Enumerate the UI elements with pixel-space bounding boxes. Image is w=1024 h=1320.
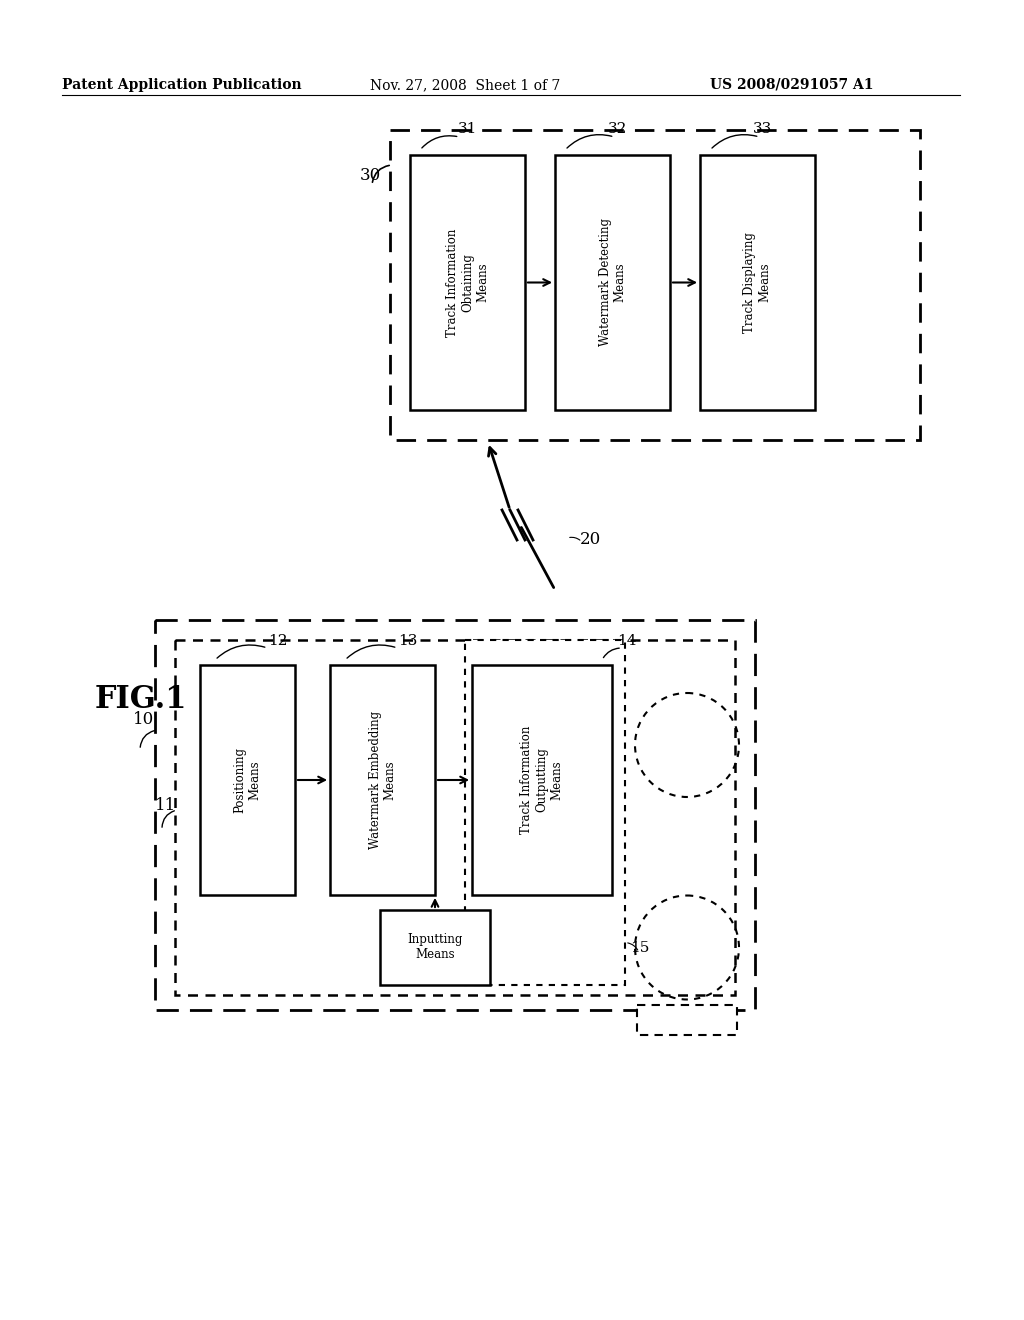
Text: 11: 11 <box>155 796 176 813</box>
Text: 33: 33 <box>753 121 772 136</box>
Text: 32: 32 <box>608 121 627 136</box>
Bar <box>155 620 755 1010</box>
Bar <box>555 154 670 411</box>
Text: FIG.1: FIG.1 <box>95 685 187 715</box>
Bar <box>410 154 525 411</box>
Text: Track Displaying
Means: Track Displaying Means <box>743 232 771 333</box>
Text: 20: 20 <box>580 532 601 549</box>
Text: Positioning
Means: Positioning Means <box>233 747 261 813</box>
Bar <box>380 909 490 985</box>
Text: US 2008/0291057 A1: US 2008/0291057 A1 <box>710 78 873 92</box>
Text: Track Information
Outputting
Means: Track Information Outputting Means <box>520 726 563 834</box>
Text: 15: 15 <box>630 940 649 954</box>
Text: Nov. 27, 2008  Sheet 1 of 7: Nov. 27, 2008 Sheet 1 of 7 <box>370 78 560 92</box>
Bar <box>175 640 735 995</box>
Text: Track Information
Obtaining
Means: Track Information Obtaining Means <box>446 228 489 337</box>
Bar <box>200 665 295 895</box>
Text: 30: 30 <box>360 166 381 183</box>
Bar <box>700 154 815 411</box>
Text: 12: 12 <box>267 634 288 648</box>
Bar <box>472 665 612 895</box>
Text: 10: 10 <box>133 711 155 729</box>
Bar <box>637 1005 737 1035</box>
Bar <box>465 640 625 985</box>
Text: Inputting
Means: Inputting Means <box>408 933 463 961</box>
Text: Watermark Detecting
Means: Watermark Detecting Means <box>598 219 627 346</box>
Text: Watermark Embedding
Means: Watermark Embedding Means <box>369 711 396 849</box>
Text: 31: 31 <box>458 121 477 136</box>
Text: Patent Application Publication: Patent Application Publication <box>62 78 302 92</box>
Text: 14: 14 <box>617 634 637 648</box>
Text: 13: 13 <box>397 634 417 648</box>
Bar <box>390 129 920 440</box>
Bar <box>330 665 435 895</box>
